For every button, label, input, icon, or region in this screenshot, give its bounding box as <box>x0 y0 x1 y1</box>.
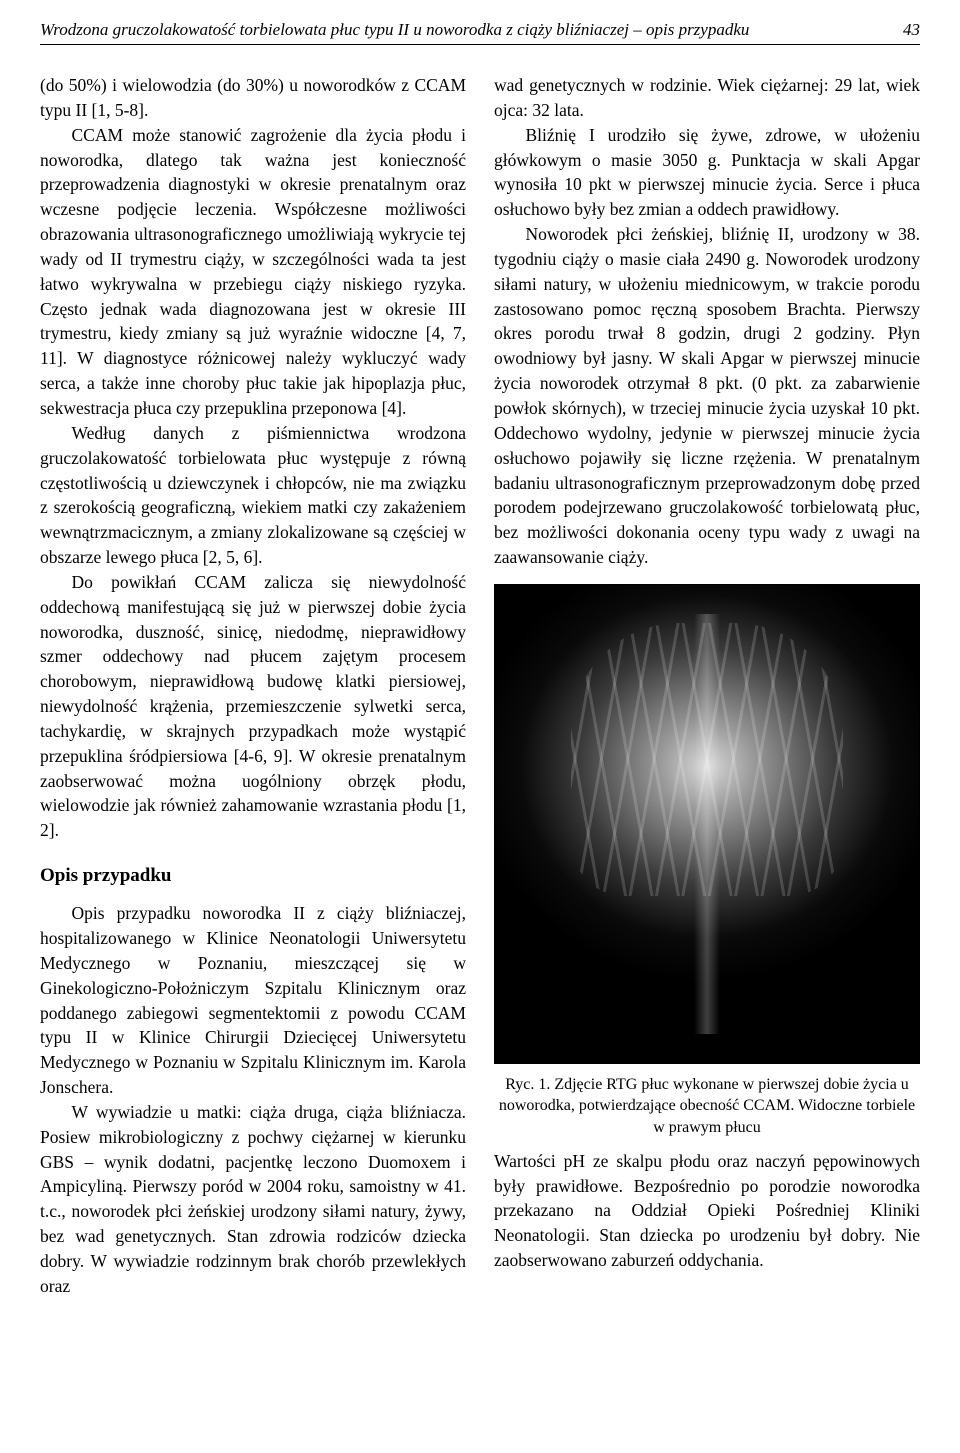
body-paragraph: (do 50%) i wielowodzia (do 30%) u noworo… <box>40 73 466 123</box>
body-paragraph: Bliźnię I urodziło się żywe, zdrowe, w u… <box>494 123 920 222</box>
body-paragraph: Wartości pH ze skalpu płodu oraz naczyń … <box>494 1149 920 1273</box>
figure-caption: Ryc. 1. Zdjęcie RTG płuc wykonane w pier… <box>494 1074 920 1139</box>
body-paragraph: wad genetycznych w rodzinie. Wiek ciężar… <box>494 73 920 123</box>
body-paragraph: Noworodek płci żeńskiej, bliźnię II, uro… <box>494 222 920 570</box>
two-column-body: (do 50%) i wielowodzia (do 30%) u noworo… <box>40 73 920 1299</box>
body-paragraph: Według danych z piśmiennictwa wrodzona g… <box>40 421 466 570</box>
running-header: Wrodzona gruczolakowatość torbielowata p… <box>40 20 920 45</box>
figure-1: Ryc. 1. Zdjęcie RTG płuc wykonane w pier… <box>494 584 920 1139</box>
xray-image <box>494 584 920 1064</box>
running-title: Wrodzona gruczolakowatość torbielowata p… <box>40 20 883 40</box>
body-paragraph: CCAM może stanowić zagrożenie dla życia … <box>40 123 466 421</box>
page-number: 43 <box>903 20 920 40</box>
body-paragraph: W wywiadzie u matki: ciąża druga, ciąża … <box>40 1100 466 1299</box>
body-paragraph: Do powikłań CCAM zalicza się niewydolnoś… <box>40 570 466 843</box>
body-paragraph: Opis przypadku noworodka II z ciąży bliź… <box>40 901 466 1100</box>
section-heading: Opis przypadku <box>40 865 466 887</box>
